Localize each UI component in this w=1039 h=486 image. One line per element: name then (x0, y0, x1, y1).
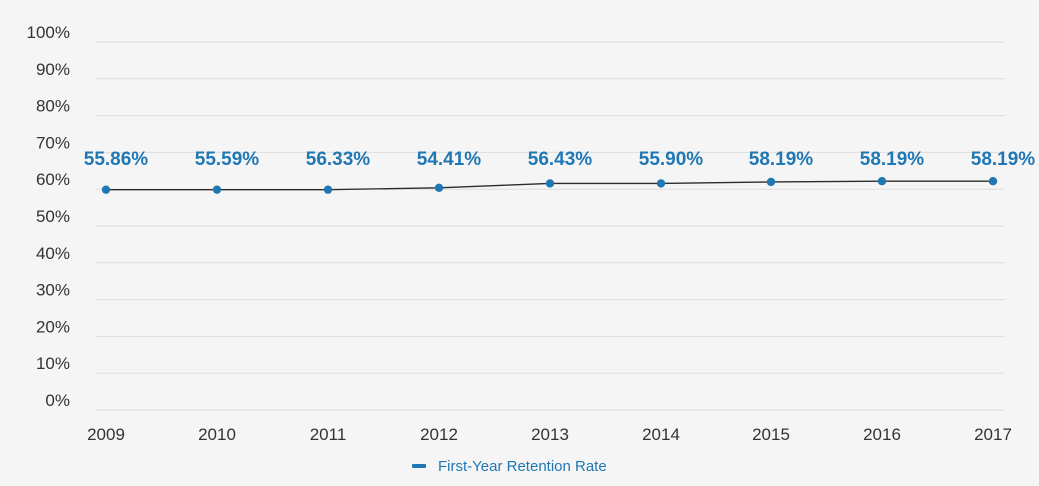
y-tick-label: 50% (36, 207, 70, 226)
data-point-2013[interactable] (545, 179, 555, 188)
data-label-2017: 58.19% (971, 149, 1036, 170)
data-point-2014[interactable] (656, 179, 666, 188)
x-tick-label: 2012 (420, 425, 458, 444)
data-point-2017[interactable] (988, 177, 998, 186)
data-label-2013: 56.43% (528, 149, 593, 170)
y-tick-label: 100% (27, 23, 70, 42)
data-point-2015[interactable] (766, 177, 776, 187)
x-tick-label: 2009 (87, 425, 125, 444)
x-tick-label: 2014 (642, 425, 680, 444)
y-tick-label: 20% (36, 317, 70, 336)
series-first-year-retention-rate (101, 177, 998, 194)
grid-lines (95, 41, 1005, 411)
x-tick-label: 2015 (752, 425, 790, 444)
data-label-2012: 54.41% (417, 149, 482, 170)
data-label-2011: 56.33% (306, 149, 371, 170)
y-tick-label: 40% (36, 244, 70, 263)
x-tick-label: 2013 (531, 425, 569, 444)
data-point-2009[interactable] (101, 185, 111, 194)
legend[interactable]: First-Year Retention Rate (412, 458, 607, 475)
y-tick-label: 90% (36, 60, 70, 79)
data-label-2014: 55.90% (639, 149, 704, 170)
data-label-2015: 58.19% (749, 149, 814, 170)
legend-swatch (412, 464, 426, 468)
y-tick-label: 10% (36, 354, 70, 373)
data-point-2016[interactable] (877, 177, 887, 186)
data-point-2011[interactable] (323, 185, 333, 194)
data-label-2016: 58.19% (860, 149, 925, 170)
y-tick-label: 0% (45, 391, 70, 410)
y-tick-label: 80% (36, 97, 70, 116)
data-labels: 55.86% 55.59% 56.33% 54.41% 56.43% 55.90% 58.1… (84, 149, 1036, 170)
data-label-2010: 55.59% (195, 149, 260, 170)
data-label-2009: 55.86% (84, 149, 149, 170)
x-tick-label: 2016 (863, 425, 901, 444)
data-point-2012[interactable] (434, 183, 444, 193)
x-tick-label: 2011 (310, 425, 347, 444)
y-tick-label: 70% (36, 133, 70, 152)
legend-label: First-Year Retention Rate (438, 458, 607, 475)
x-tick-label: 2017 (974, 425, 1012, 444)
y-tick-label: 60% (36, 170, 70, 189)
data-point-2010[interactable] (212, 185, 222, 194)
y-axis-tick-labels: 0% 10% 20% 30% 40% 50% 60% 70% 80% 90% 100% (27, 23, 70, 410)
y-tick-label: 30% (36, 281, 70, 300)
x-axis-tick-labels: 2009 2010 2011 2012 2013 2014 2015 2016 2017 (87, 425, 1012, 444)
x-tick-label: 2010 (198, 425, 236, 444)
